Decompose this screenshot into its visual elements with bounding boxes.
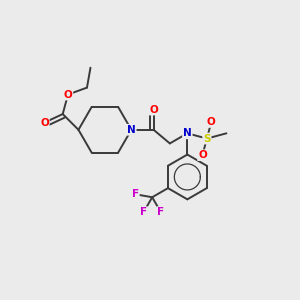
Text: N: N [127,125,136,135]
Text: F: F [157,207,164,217]
Text: O: O [149,105,158,115]
Text: F: F [140,207,147,217]
Text: O: O [198,150,207,160]
Text: O: O [207,117,216,127]
Text: S: S [203,134,211,144]
Text: N: N [183,128,192,138]
Text: O: O [40,118,49,128]
Text: F: F [132,189,139,199]
Text: O: O [64,89,72,100]
